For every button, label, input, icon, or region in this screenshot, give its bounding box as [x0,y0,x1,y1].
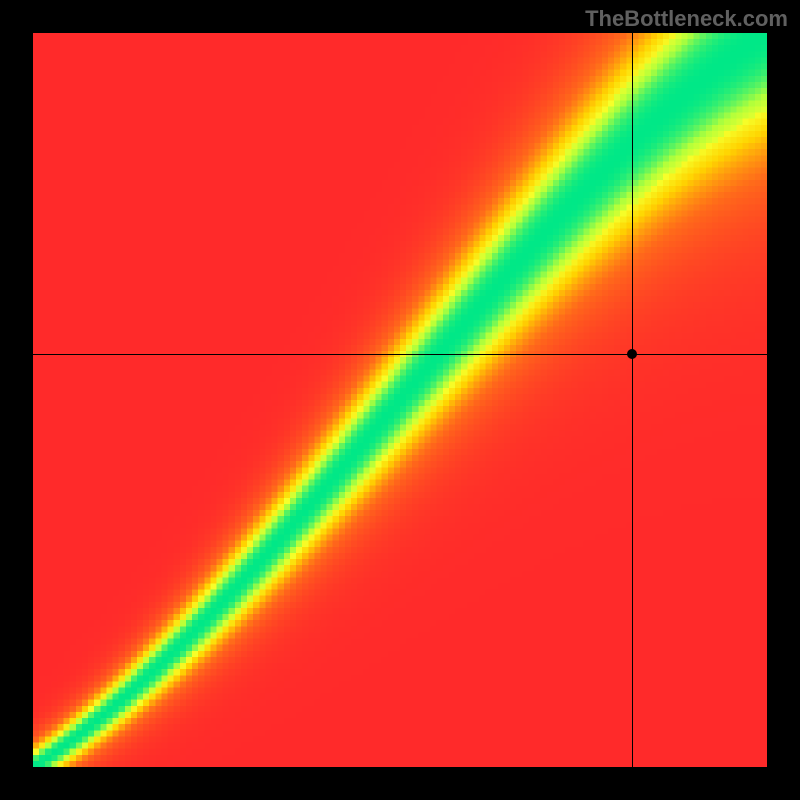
crosshair-vertical [632,33,633,767]
crosshair-horizontal [33,354,767,355]
bottleneck-heatmap [33,33,767,767]
figure-container: TheBottleneck.com [0,0,800,800]
crosshair-marker [627,349,637,359]
watermark-text: TheBottleneck.com [585,6,788,32]
